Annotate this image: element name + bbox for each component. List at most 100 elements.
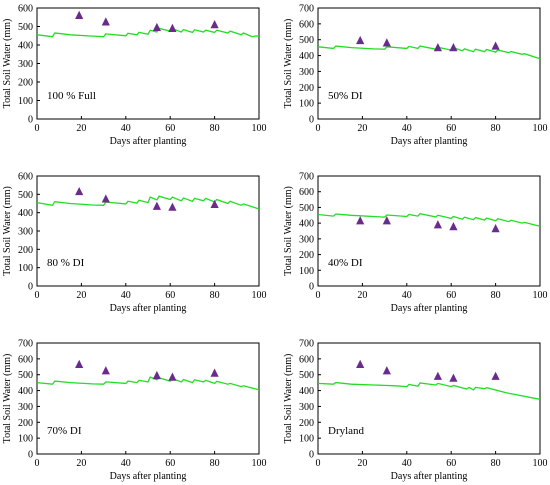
plot-frame xyxy=(317,7,541,120)
measured-point xyxy=(491,224,500,233)
measured-point xyxy=(449,373,458,382)
y-tick-label: 0 xyxy=(309,115,314,126)
x-tick-label: 80 xyxy=(491,458,501,469)
x-tick-label: 100 xyxy=(252,290,267,301)
y-axis-label: Total Soil Water (mm) xyxy=(2,19,13,109)
soil-water-line xyxy=(317,381,541,400)
y-tick-label: 300 xyxy=(18,402,33,413)
measured-point xyxy=(152,201,161,210)
y-tick-label: 400 xyxy=(18,386,33,397)
x-axis-label: Days after planting xyxy=(391,303,468,314)
y-tick-label: 500 xyxy=(18,22,33,33)
x-tick-label: 40 xyxy=(121,458,131,469)
y-axis-label: Total Soil Water (mm) xyxy=(283,354,294,444)
y-tick-label: 700 xyxy=(299,339,314,350)
plot-frame xyxy=(317,175,541,287)
soil-water-line xyxy=(36,376,260,391)
panel-label: 40% DI xyxy=(328,257,363,269)
x-tick-label: 40 xyxy=(402,123,412,134)
x-tick-label: 60 xyxy=(446,458,456,469)
y-tick-label: 300 xyxy=(18,59,33,70)
y-tick-label: 400 xyxy=(299,51,314,62)
y-tick-label: 300 xyxy=(299,234,314,245)
plot-frame xyxy=(36,175,260,287)
plot-frame xyxy=(36,7,260,120)
y-tick-label: 0 xyxy=(309,282,314,293)
chart-panel-2: 0 100 200 300 400 500 600 700 0 20 40 60 80 100 Days a… xyxy=(283,4,548,148)
y-tick-label: 100 xyxy=(18,263,33,274)
measured-point xyxy=(433,371,442,380)
y-tick-label: 500 xyxy=(299,370,314,381)
soil-water-line xyxy=(36,27,260,38)
measured-point xyxy=(433,43,442,52)
y-tick-label: 500 xyxy=(18,190,33,201)
y-tick-label: 0 xyxy=(28,282,33,293)
measured-point xyxy=(168,202,177,211)
y-tick-label: 400 xyxy=(18,208,33,219)
x-axis-label: Days after planting xyxy=(391,471,468,482)
measured-point xyxy=(101,194,110,203)
x-tick-label: 20 xyxy=(357,458,367,469)
x-tick-label: 0 xyxy=(316,290,321,301)
x-tick-label: 60 xyxy=(446,290,456,301)
x-tick-label: 60 xyxy=(165,458,175,469)
y-tick-label: 500 xyxy=(18,370,33,381)
x-tick-label: 20 xyxy=(76,458,86,469)
x-tick-label: 20 xyxy=(76,290,86,301)
measured-point xyxy=(152,22,161,32)
soil-water-line xyxy=(317,45,541,60)
measured-point xyxy=(449,43,458,52)
measured-point xyxy=(75,10,84,19)
x-tick-label: 60 xyxy=(446,123,456,134)
y-tick-label: 200 xyxy=(18,78,33,89)
y-axis-label: Total Soil Water (mm) xyxy=(2,186,13,276)
y-axis-label: Total Soil Water (mm) xyxy=(283,186,294,276)
y-tick-label: 400 xyxy=(299,386,314,397)
measured-point xyxy=(75,186,84,196)
soil-water-line xyxy=(36,195,260,210)
x-axis-label: Days after planting xyxy=(110,303,187,314)
soil-water-line xyxy=(317,212,541,227)
measured-point xyxy=(152,370,161,380)
x-tick-label: 20 xyxy=(76,123,86,134)
x-tick-label: 100 xyxy=(533,123,548,134)
panel-label: 70% DI xyxy=(47,425,82,437)
x-tick-label: 100 xyxy=(533,290,548,301)
measured-point xyxy=(356,216,365,225)
x-tick-label: 80 xyxy=(210,123,220,134)
measured-point xyxy=(210,20,219,29)
y-tick-label: 100 xyxy=(18,434,33,445)
measured-point xyxy=(168,23,177,32)
x-tick-label: 100 xyxy=(252,123,267,134)
y-tick-label: 200 xyxy=(299,418,314,429)
x-tick-label: 20 xyxy=(357,290,367,301)
measured-point xyxy=(382,38,391,47)
measured-point xyxy=(210,368,219,377)
y-tick-label: 400 xyxy=(18,41,33,52)
x-tick-label: 100 xyxy=(533,458,548,469)
y-tick-label: 600 xyxy=(299,19,314,30)
x-tick-label: 40 xyxy=(121,123,131,134)
panel-label: Dryland xyxy=(328,425,365,437)
x-tick-label: 80 xyxy=(210,458,220,469)
measured-point xyxy=(449,222,458,231)
y-tick-label: 300 xyxy=(299,402,314,413)
measured-point xyxy=(101,17,110,26)
y-tick-label: 600 xyxy=(299,354,314,365)
x-tick-label: 60 xyxy=(165,123,175,134)
y-tick-label: 200 xyxy=(18,245,33,256)
y-tick-label: 0 xyxy=(28,115,33,126)
y-tick-label: 200 xyxy=(18,418,33,429)
y-tick-label: 700 xyxy=(18,339,33,350)
x-tick-label: 0 xyxy=(316,123,321,134)
y-tick-label: 100 xyxy=(299,266,314,277)
measured-point xyxy=(382,366,391,375)
chart-panel-6: 0 100 200 300 400 500 600 700 0 20 40 60 80 100 Days a… xyxy=(283,339,548,483)
y-tick-label: 500 xyxy=(299,203,314,214)
x-tick-label: 60 xyxy=(165,290,175,301)
chart-panel-1: 0 100 200 300 400 500 600 0 20 40 60 80 100 Days afte… xyxy=(2,4,267,148)
measured-point xyxy=(382,216,391,225)
y-tick-label: 400 xyxy=(299,219,314,230)
x-tick-label: 40 xyxy=(121,290,131,301)
